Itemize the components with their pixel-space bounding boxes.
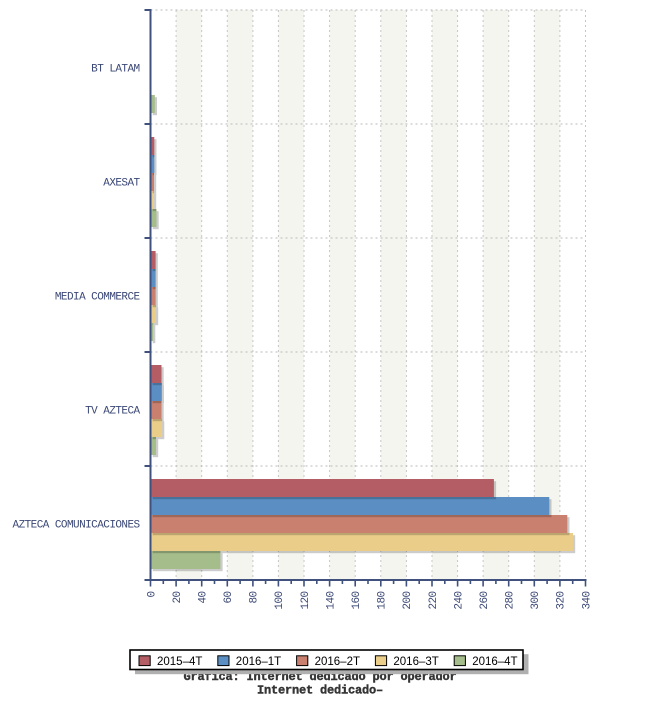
svg-text:180: 180 <box>377 591 389 609</box>
svg-text:MEDIA COMMERCE: MEDIA COMMERCE <box>55 292 141 304</box>
svg-text:320: 320 <box>556 591 568 609</box>
svg-text:20: 20 <box>172 591 184 603</box>
svg-text:BT LATAM: BT LATAM <box>91 64 139 76</box>
svg-text:2016–3T: 2016–3T <box>393 656 438 668</box>
svg-text:Internet dedicado–: Internet dedicado– <box>257 684 383 698</box>
svg-text:TV AZTECA: TV AZTECA <box>85 406 140 418</box>
svg-text:80: 80 <box>249 591 261 603</box>
svg-text:40: 40 <box>198 591 210 603</box>
svg-text:AZTECA COMUNICACIONES: AZTECA COMUNICACIONES <box>13 520 141 532</box>
svg-text:300: 300 <box>530 591 542 609</box>
svg-text:260: 260 <box>479 591 491 609</box>
svg-text:2016–2T: 2016–2T <box>315 656 360 668</box>
svg-text:160: 160 <box>351 591 363 609</box>
svg-text:340: 340 <box>581 591 593 609</box>
svg-text:240: 240 <box>453 591 465 609</box>
svg-text:140: 140 <box>325 591 337 609</box>
svg-text:120: 120 <box>300 591 312 609</box>
svg-text:60: 60 <box>223 591 235 603</box>
svg-text:220: 220 <box>428 591 440 609</box>
svg-text:200: 200 <box>402 591 414 609</box>
svg-text:2016–4T: 2016–4T <box>472 656 517 668</box>
svg-text:2015–4T: 2015–4T <box>157 656 202 668</box>
svg-text:0: 0 <box>146 591 158 597</box>
svg-text:280: 280 <box>505 591 517 609</box>
svg-text:2016–1T: 2016–1T <box>236 656 281 668</box>
svg-text:100: 100 <box>274 591 286 609</box>
svg-text:AXESAT: AXESAT <box>103 178 140 190</box>
